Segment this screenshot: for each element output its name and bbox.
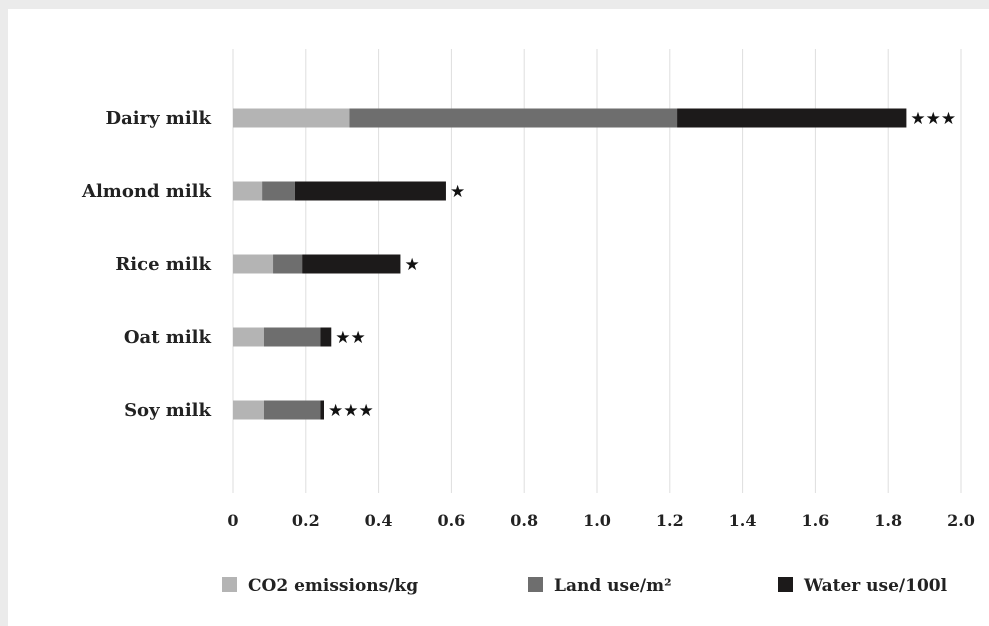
star-annotation: ★ [450,182,465,202]
category-label: Dairy milk [105,108,211,129]
x-tick-label: 0 [227,511,238,530]
bar-segment [320,400,324,420]
bar-segment [302,254,401,274]
x-tick-label: 0.4 [365,511,393,530]
bar-segment [273,254,303,274]
category-label: Soy milk [124,400,211,421]
bar-segment [233,254,274,274]
bar-segment [349,108,678,128]
x-tick-label: 0.2 [292,511,320,530]
chart-frame: Dairy milk Almond milk Rice milk Oat milk So… [8,9,989,626]
legend-label: Water use/100l [803,576,948,596]
x-tick-label: 1.8 [874,511,902,530]
x-tick-label: 1.0 [583,511,611,530]
category-label: Rice milk [115,254,211,275]
bar-segment [233,181,263,201]
star-annotation: ★★★ [328,401,374,421]
legend: CO2 emissions/kg Land use/m² Water use/100… [222,576,948,596]
x-tick-label: 0.6 [437,511,465,530]
category-label: Almond milk [81,181,212,202]
bar-segment [233,327,264,347]
bar-segment [262,181,295,201]
category-label: Oat milk [124,327,212,348]
x-tick-label: 0.8 [510,511,538,530]
legend-label: Land use/m² [554,576,672,596]
bar-segment [233,108,350,128]
bar-segment [233,400,264,420]
star-annotation: ★ [404,255,419,275]
legend-swatch [528,577,543,592]
bar-segment [294,181,446,201]
bar-segment [263,327,321,347]
star-annotation: ★★ [335,328,365,348]
x-tick-label: 2.0 [947,511,975,530]
star-annotations: ★★★★★★★★★★ [328,109,956,421]
x-tick-label: 1.4 [729,511,757,530]
category-labels: Dairy milk Almond milk Rice milk Oat milk So… [81,108,212,421]
bar-segment [263,400,321,420]
legend-label: CO2 emissions/kg [248,576,418,596]
bar-segment [677,108,907,128]
legend-swatch [222,577,237,592]
legend-swatch [778,577,793,592]
stacked-bar-chart: Dairy milk Almond milk Rice milk Oat milk So… [81,49,975,596]
bar-segment [320,327,332,347]
x-tick-labels: 0 0.2 0.4 0.6 0.8 1.0 1.2 1.4 1.6 1.8 2.0 [227,511,974,530]
x-tick-label: 1.2 [656,511,684,530]
bars [233,108,907,420]
star-annotation: ★★★ [910,109,956,129]
x-tick-label: 1.6 [801,511,829,530]
